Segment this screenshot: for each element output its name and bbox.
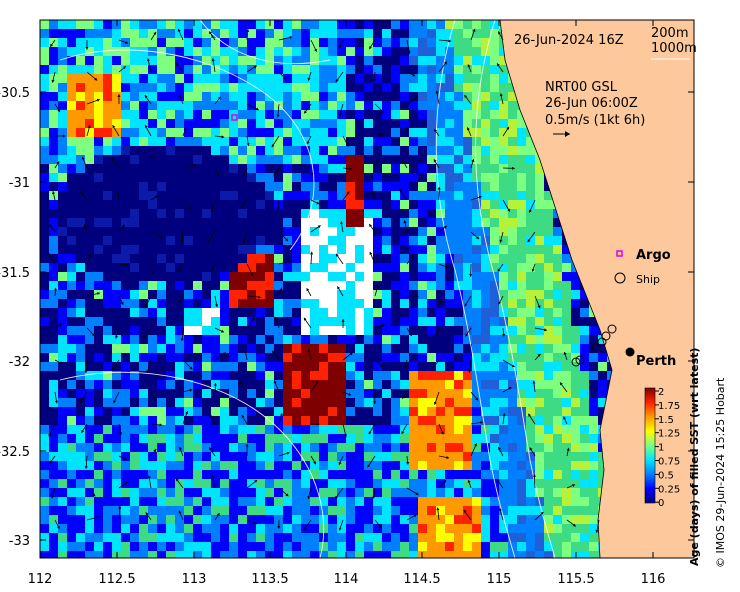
argo-float-marker [231, 114, 238, 121]
coastline [499, 20, 613, 558]
x-tick-label: 112.5 [98, 572, 135, 587]
x-tick-label: 114.5 [403, 572, 440, 587]
y-tick-label: -30.5 [0, 86, 30, 101]
depth-legend-200m: 200m [651, 26, 688, 41]
current-source-line-2: 26-Jun 06:00Z [545, 96, 638, 111]
colorbar-tick-label: 1.5 [658, 415, 674, 426]
colorbar-tick-label: 1.75 [658, 401, 680, 412]
y-tick-label: -31.5 [0, 266, 30, 281]
y-axis: -30.5 -31 -31.5 -32 -32.5 -33 [0, 86, 694, 549]
colorbar-ticks: 2 1.75 1.5 1.25 1 0.75 0.5 0.25 0 [655, 387, 680, 509]
x-tick-label: 116 [641, 572, 666, 587]
current-source-line-1: NRT00 GSL [545, 80, 618, 95]
map-plot-area [40, 20, 694, 558]
y-tick-label: -33 [9, 534, 30, 549]
perth-marker [625, 347, 635, 357]
x-tick-label: 114 [334, 572, 359, 587]
ship-marker-icon [614, 272, 626, 284]
colorbar [644, 387, 656, 504]
colorbar-tick-label: 0.75 [658, 457, 680, 468]
current-source-line-3: 0.5m/s (1kt 6h) [545, 113, 645, 128]
x-tick-label: 115.5 [557, 572, 594, 587]
colorbar-tick-label: 1.25 [658, 429, 680, 440]
credit-text: © IMOS 29-Jun-2024 15:25 Hobart [714, 377, 727, 568]
current-vectors [48, 28, 600, 533]
colorbar-title: Age (days) of filled SST (wrt latest) [688, 347, 701, 566]
x-axis: 112 112.5 113 113.5 114 114.5 115 115.5 116 [28, 20, 666, 587]
colorbar-tick-label: 0.5 [658, 470, 674, 481]
scale-arrow-head [565, 131, 570, 137]
ship-label: Ship [636, 273, 660, 286]
colorbar-tick-label: 2 [658, 387, 664, 398]
argo-label: Argo [636, 248, 671, 263]
argo-marker-icon [616, 250, 623, 257]
depth-legend-1000m: 1000m [651, 41, 697, 56]
x-tick-label: 115 [487, 572, 512, 587]
colorbar-tick-label: 0 [658, 498, 664, 509]
y-tick-label: -32 [9, 355, 30, 370]
date-label: 26-Jun-2024 16Z [514, 33, 624, 48]
x-tick-label: 113 [182, 572, 207, 587]
perth-label: Perth [636, 354, 676, 369]
y-tick-label: -32.5 [0, 445, 30, 460]
x-tick-label: 113.5 [251, 572, 288, 587]
y-tick-label: -31 [9, 176, 30, 191]
colorbar-tick-label: 0.25 [658, 484, 680, 495]
colorbar-tick-label: 1 [658, 443, 664, 454]
x-tick-label: 112 [28, 572, 53, 587]
bathymetry-contours [59, 20, 556, 558]
plot-frame [39, 19, 695, 559]
ship-positions [571, 324, 617, 367]
